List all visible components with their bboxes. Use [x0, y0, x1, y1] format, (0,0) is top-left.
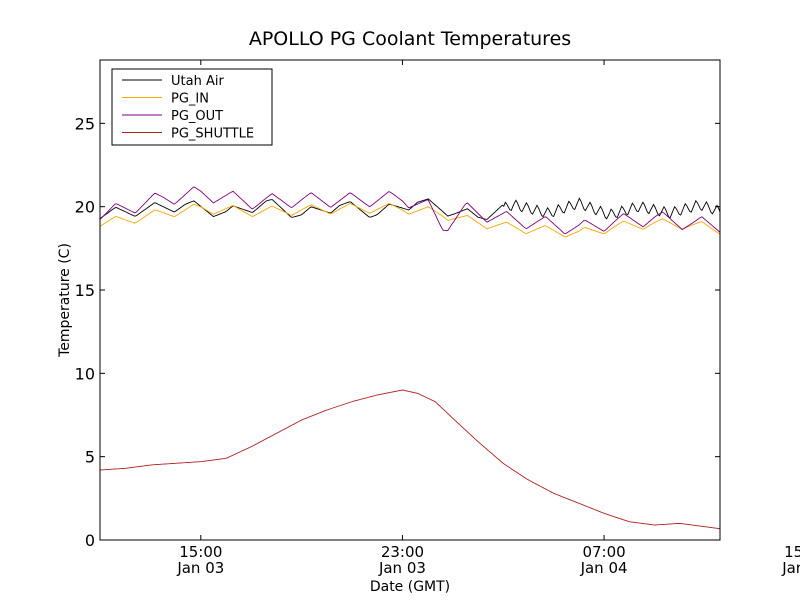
x-tick-label-time: 15:00	[784, 543, 800, 561]
plot-frame	[99, 59, 721, 541]
y-tick-label: 5	[85, 448, 95, 467]
y-tick-label: 20	[75, 198, 95, 217]
y-axis-label: Temperature (C)	[57, 243, 73, 358]
x-tick-label-date: Jan 04	[580, 559, 628, 577]
y-tick-label: 15	[75, 281, 95, 300]
series-layer	[100, 186, 720, 530]
x-tick-label-date: Jan 04	[781, 559, 800, 577]
y-tick-label: 25	[75, 114, 95, 133]
x-tick-label-time: 15:00	[179, 543, 222, 561]
legend: Utah Air PG_IN PG_OUT PG_SHUTTLE	[111, 68, 273, 146]
legend-label: PG_OUT	[171, 109, 223, 124]
chart-title: APOLLO PG Coolant Temperatures	[249, 28, 571, 50]
series-line-pg-in	[100, 203, 720, 238]
series-line-pg-shuttle	[100, 389, 720, 530]
legend-label: PG_IN	[171, 92, 209, 107]
x-axis-label: Date (GMT)	[370, 579, 450, 595]
series-line-utah-air	[100, 197, 720, 220]
legend-label: PG_SHUTTLE	[171, 127, 254, 142]
y-tick-label: 0	[85, 531, 95, 550]
x-tick-label-date: Jan 03	[378, 559, 426, 577]
legend-label: Utah Air	[171, 74, 224, 89]
x-tick-label-time: 23:00	[381, 543, 424, 561]
x-tick-label-time: 07:00	[582, 543, 625, 561]
series-line-pg-out	[100, 186, 720, 234]
y-tick-label: 10	[75, 364, 95, 383]
x-tick-label-date: Jan 03	[176, 559, 224, 577]
